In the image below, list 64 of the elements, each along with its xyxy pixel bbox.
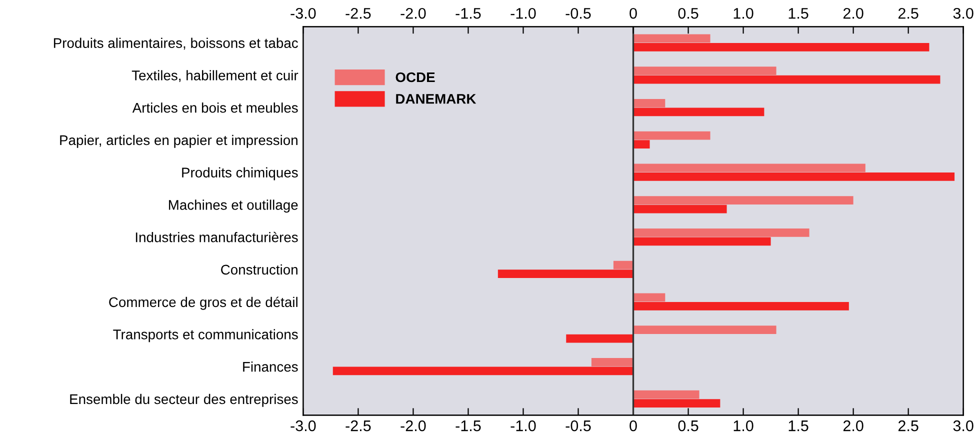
bar xyxy=(633,228,810,237)
bar xyxy=(633,131,710,140)
x2-tick-label: 2.0 xyxy=(843,8,864,19)
y-tick-label: Produits alimentaires, boissons et tabac xyxy=(54,38,298,50)
y-tick-label: Papier, articles en papier et impression xyxy=(60,134,298,148)
bar xyxy=(633,326,776,334)
x-tick-label: 1.5 xyxy=(788,420,808,432)
bar xyxy=(633,196,854,204)
x-tick-label: -3.0 xyxy=(290,420,316,432)
bar xyxy=(633,164,866,172)
x2-tick-label: -1.0 xyxy=(510,8,536,19)
x-tick-label: 2.5 xyxy=(898,420,918,432)
bar xyxy=(633,43,930,52)
bar xyxy=(633,302,849,310)
bar xyxy=(633,34,710,43)
x2-tick-label: 0.5 xyxy=(678,8,698,19)
bar xyxy=(633,172,955,181)
y-tick-label: Construction xyxy=(221,264,298,275)
x-tick-label: 0 xyxy=(630,420,637,432)
y-tick-label: Transports et communications xyxy=(113,329,298,342)
x2-tick-label: 1.0 xyxy=(734,8,754,19)
y-tick-label: Textiles, habillement et cuir xyxy=(132,70,298,82)
x2-tick-label: -2.0 xyxy=(400,8,426,19)
bar xyxy=(633,99,666,108)
x2-tick-label: -2.5 xyxy=(346,8,371,19)
bar xyxy=(633,204,727,214)
bar xyxy=(566,334,634,343)
bar xyxy=(633,390,700,399)
x-tick-label: 2.0 xyxy=(843,420,864,432)
bar xyxy=(633,399,720,408)
x2-tick-label: 1.5 xyxy=(788,8,808,19)
bar xyxy=(633,293,666,302)
y-tick-label: Finances xyxy=(243,362,298,372)
y-tick-label: Machines et outillage xyxy=(168,200,298,213)
x-tick-label: 1.0 xyxy=(734,420,754,432)
x2-tick-label: -0.5 xyxy=(566,8,591,19)
x2-tick-label: 0 xyxy=(630,8,637,19)
legend-label: OCDE xyxy=(396,72,435,82)
x-tick-label: -1.5 xyxy=(456,420,481,432)
bar xyxy=(613,260,634,270)
x2-tick-label: -1.5 xyxy=(456,8,481,19)
bar xyxy=(633,75,940,84)
x-tick-label: -0.5 xyxy=(566,420,591,432)
bar xyxy=(633,140,650,148)
x2-tick-label: 3.0 xyxy=(953,8,974,19)
x-tick-label: -2.5 xyxy=(346,420,371,432)
x2-tick-label: 2.5 xyxy=(898,8,918,19)
legend-label: DANEMARK xyxy=(396,94,476,104)
y-tick-label: Produits chimiques xyxy=(182,167,298,180)
bar xyxy=(591,358,634,366)
x2-tick-label: -3.0 xyxy=(290,8,316,19)
y-tick-label: Ensemble du secteur des entreprises xyxy=(70,394,298,407)
bar xyxy=(498,270,634,278)
bar xyxy=(633,237,771,246)
x-tick-label: -1.0 xyxy=(510,420,536,432)
x-tick-label: 0.5 xyxy=(678,420,698,432)
x-tick-label: 3.0 xyxy=(953,420,974,432)
x-tick-label: -2.0 xyxy=(400,420,426,432)
y-tick-label: Commerce de gros et de détail xyxy=(109,296,298,310)
y-tick-label: Industries manufacturières xyxy=(136,232,298,242)
bar xyxy=(633,108,764,116)
y-tick-label: Articles en bois et meubles xyxy=(132,102,298,113)
bar xyxy=(332,366,634,376)
bar xyxy=(633,66,776,75)
